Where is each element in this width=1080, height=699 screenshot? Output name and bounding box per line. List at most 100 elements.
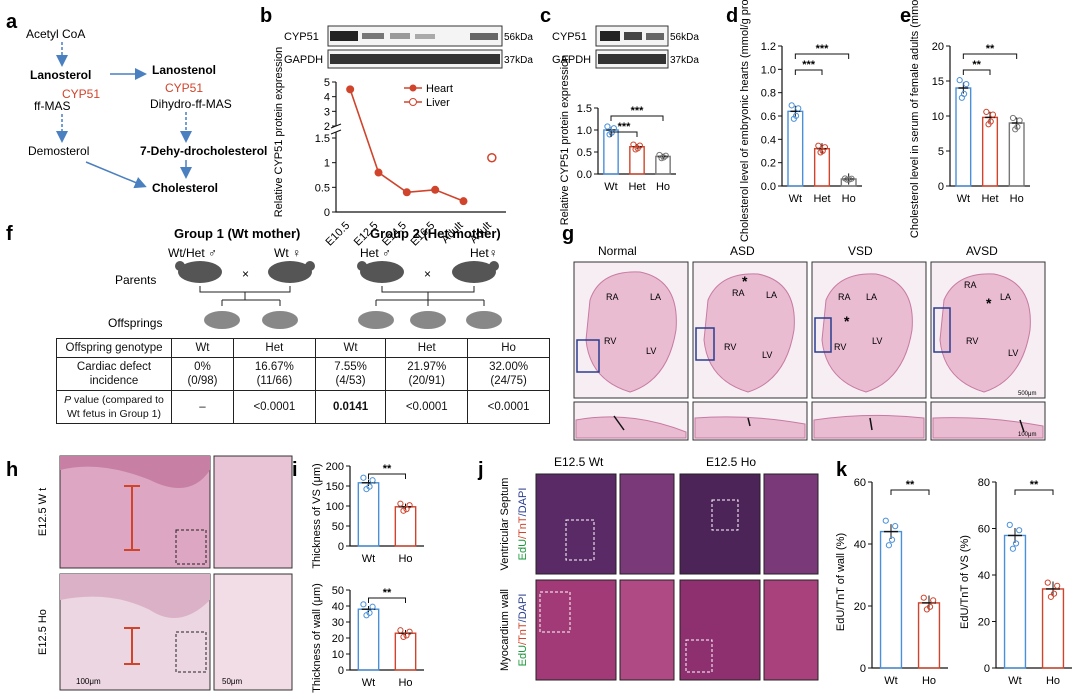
i-bottom-ylabel: Thickness of wall (μm) <box>311 583 323 693</box>
chart-d: Cholesterol level of embryonic hearts (m… <box>739 0 862 242</box>
data-point <box>1050 590 1058 597</box>
y-tick-label: 60 <box>854 477 866 489</box>
j-stain-2: EdU/TnT/DAPI <box>517 594 529 667</box>
data-point <box>848 175 855 182</box>
histology-g: Normal ASD VSD AVSD RA LA RV LV <box>573 244 1046 441</box>
y-tick-label: 5 <box>324 77 330 89</box>
data-point <box>1016 527 1023 534</box>
table-row: Cardiac defect incidence 0% (0/98) 16.67%… <box>56 357 550 391</box>
row-label-incidence: Cardiac defect incidence <box>56 357 172 391</box>
panel-letter-a: a <box>6 11 18 33</box>
bar <box>1008 122 1025 187</box>
cell: 0.0141 <box>314 390 387 424</box>
node-lanostenol: Lanostenol <box>152 63 216 77</box>
h-scale-2: 50μm <box>222 677 243 686</box>
data-point <box>363 486 370 493</box>
data-point <box>369 603 376 610</box>
h-row-ho: E12.5 Ho <box>37 609 49 655</box>
row-offspring: Offsprings <box>108 316 162 330</box>
node-demosterol: Demosterol <box>28 144 89 158</box>
data-point <box>1016 117 1023 124</box>
y-tick-label: 0.5 <box>315 182 330 194</box>
panel-letter-c: c <box>540 5 551 27</box>
chart-d-ylabel: Cholesterol level of embryonic hearts (m… <box>739 0 751 242</box>
data-point <box>397 627 404 634</box>
blot-c-cyp51-label: CYP51 <box>552 31 587 43</box>
bar <box>357 608 380 671</box>
y-tick-label: 2 <box>324 121 330 133</box>
bar <box>917 602 941 669</box>
g-normal-la: LA <box>650 292 661 302</box>
h-row-wt: E12.5 W t <box>37 488 49 536</box>
data-point <box>882 517 889 524</box>
sig-bracket <box>794 69 823 75</box>
g-asd-la: LA <box>766 290 777 300</box>
data-point <box>360 474 367 481</box>
y-tick-label: 0 <box>984 663 990 675</box>
x-tick-label: Wt <box>362 677 375 689</box>
sig-label: *** <box>802 59 816 71</box>
sig-bracket <box>962 69 991 75</box>
panel-letter-e: e <box>900 5 911 27</box>
legend-liver: Liver <box>426 97 450 109</box>
bar <box>1003 534 1027 669</box>
y-tick-label: 0 <box>938 181 944 193</box>
blot-c: CYP51 GAPDH 56kDa 37kDa <box>552 25 699 69</box>
g-scale-2: 100μm <box>1018 432 1036 438</box>
y-tick-label: 80 <box>978 477 990 489</box>
chart-i-top: Thickness of VS (μm) 0 50 100 150 200 Wt Ho ** <box>311 461 424 569</box>
group1-title: Group 1 (Wt mother) <box>174 226 300 241</box>
header-g2-het: Het <box>385 338 469 358</box>
chart-k-right: EdU/TnT of VS (%) 0 20 40 60 80 Wt Ho ** <box>959 477 1072 687</box>
data-point-liver <box>487 152 497 163</box>
sig-bracket <box>368 473 406 479</box>
data-point <box>632 146 639 153</box>
pathway-diagram: Acetyl CoA Lanosterol CYP51 ff-MAS Demos… <box>26 27 267 195</box>
x-tick-label: Het <box>981 193 998 205</box>
y-tick-label: 0 <box>860 663 866 675</box>
cell: 16.67% (11/66) <box>232 357 316 391</box>
y-tick-label: 1 <box>324 158 330 170</box>
j-row-wall: Myocardium wall <box>499 589 511 671</box>
sig-bracket <box>610 131 638 137</box>
i-top-ylabel: Thickness of VS (μm) <box>311 463 323 568</box>
bar <box>787 110 804 187</box>
g1-father: Wt/Het ♂ <box>168 246 217 260</box>
y-tick-label: 0 <box>338 665 344 677</box>
sig-label: ** <box>972 59 981 71</box>
x-tick-label: Wt <box>789 193 802 205</box>
histology-h: E12.5 W t E12.5 Ho 100μm 50μm <box>37 455 293 691</box>
stain-tnt-2: /TnT <box>517 622 529 645</box>
legend-heart: Heart <box>426 83 453 95</box>
chart-c-ylabel: Relative CYP51 protein expression <box>559 55 571 226</box>
y-tick-label: 100 <box>326 501 344 513</box>
g2-father: Het ♂ <box>360 246 391 260</box>
g-avsd-lv: LV <box>1008 348 1018 358</box>
data-point <box>885 542 893 549</box>
data-point <box>658 155 665 162</box>
stain-edu: EdU <box>517 539 529 560</box>
g-asd-star: * <box>742 273 748 289</box>
node-acetyl-coa: Acetyl CoA <box>26 27 85 41</box>
y-tick-label: 5 <box>938 146 944 158</box>
y-tick-label: 1.0 <box>577 125 592 137</box>
g-title-vsd: VSD <box>848 244 873 258</box>
data-point <box>788 102 795 109</box>
y-tick-label: 1.0 <box>761 64 776 76</box>
data-point <box>920 594 927 601</box>
legend-marker-heart <box>409 84 417 92</box>
bar <box>955 87 972 187</box>
g-asd-lv: LV <box>762 350 772 360</box>
data-point-heart <box>431 185 440 194</box>
y-tick-label: 0.5 <box>577 147 592 159</box>
data-point-heart <box>374 168 383 177</box>
panel-letter-g: g <box>562 223 574 245</box>
g-normal-lv: LV <box>646 346 656 356</box>
enzyme-label-1: CYP51 <box>62 87 100 101</box>
y-tick-label: 20 <box>932 41 944 53</box>
y-tick-label: 40 <box>332 601 344 613</box>
j-row-vs: Ventricular Septum <box>499 478 511 571</box>
sig-bracket <box>610 115 664 121</box>
table-row: P value (compared to Wt fetus in Group 1… <box>56 390 550 424</box>
bar <box>981 116 999 187</box>
